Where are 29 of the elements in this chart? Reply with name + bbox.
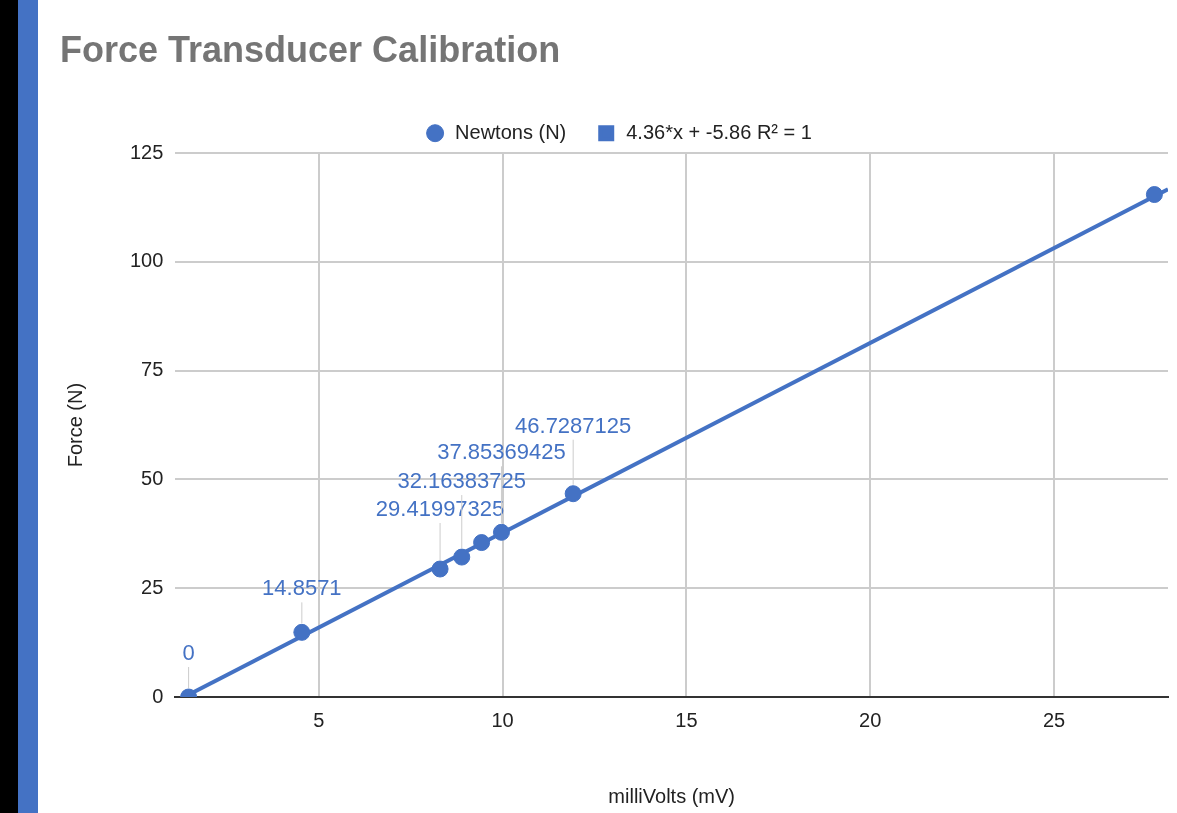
- data-label: 29.41997325: [375, 496, 505, 522]
- y-tick-label: 50: [141, 467, 164, 489]
- x-tick-label: 10: [491, 708, 514, 731]
- point: [564, 485, 582, 503]
- y-tick-label: 25: [141, 575, 164, 598]
- data-label: 0: [182, 640, 195, 666]
- legend-label: 4.36*x + -5.86 R² = 1: [626, 120, 812, 143]
- chart-title: Force Transducer Calibration: [60, 28, 561, 70]
- point: [492, 523, 510, 541]
- x-axis-title: milliVolts (mV): [608, 784, 736, 807]
- data-label: 14.8571: [262, 575, 342, 601]
- y-tick-label: 75: [141, 358, 164, 381]
- y-tick-label: 0: [152, 684, 164, 707]
- y-tick-label: 125: [129, 140, 164, 163]
- legend-label: Newtons (N): [455, 120, 567, 143]
- point: [1145, 186, 1163, 204]
- point: [431, 560, 449, 578]
- point: [293, 623, 311, 641]
- y-tick-label: 100: [129, 249, 164, 272]
- data-label: 32.16383725: [397, 468, 526, 494]
- y-axis-title: Force (N): [63, 382, 86, 468]
- data-label: 46.7287125: [515, 412, 632, 438]
- data-label: 37.85369425: [437, 439, 566, 465]
- x-tick-label: 15: [675, 708, 698, 731]
- x-tick-label: 25: [1042, 708, 1066, 731]
- x-tick-label: 20: [859, 708, 882, 731]
- point: [453, 548, 471, 566]
- point: [473, 534, 491, 552]
- x-tick-label: 5: [313, 708, 325, 731]
